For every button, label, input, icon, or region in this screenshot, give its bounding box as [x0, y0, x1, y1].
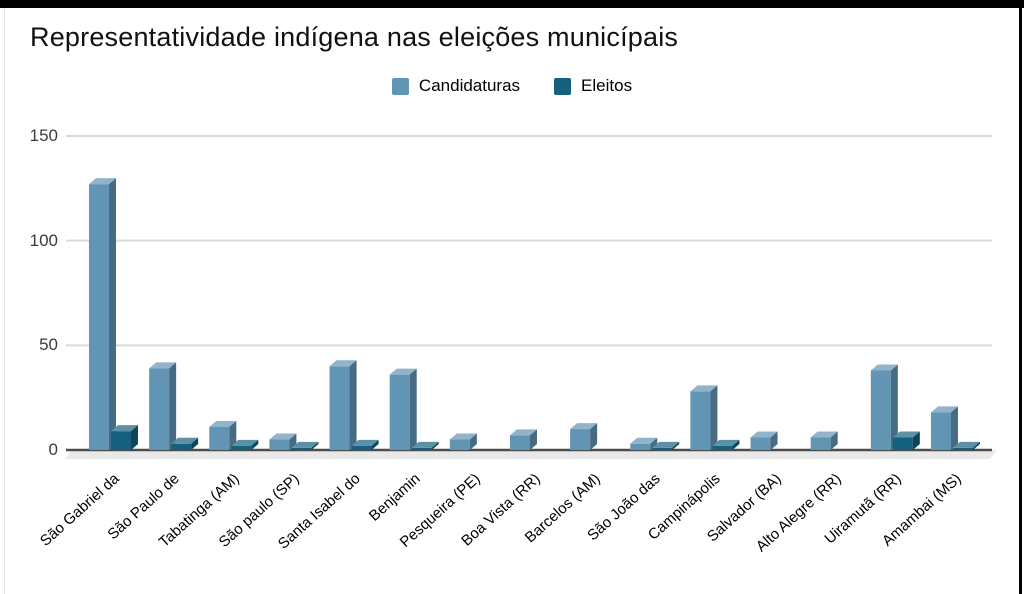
legend-swatch-eleitos [554, 77, 572, 95]
y-tick-label-50: 50 [39, 335, 58, 355]
bar-candidaturas-6 [389, 368, 417, 450]
bar-eleitos-10 [652, 441, 680, 450]
bar-eleitos-15 [952, 441, 980, 450]
bar-candidaturas-13 [810, 431, 838, 450]
bar-candidaturas-4 [269, 433, 297, 450]
bar-candidaturas-2 [149, 362, 177, 450]
bar-eleitos-4 [291, 441, 319, 450]
bar-candidaturas-9 [570, 423, 598, 450]
y-tick-label-0: 0 [48, 440, 58, 459]
bar-eleitos-14 [892, 431, 920, 450]
right-black-edge [1019, 0, 1022, 594]
bar-candidaturas-7 [449, 433, 477, 450]
bar-candidaturas-11 [690, 385, 718, 450]
bar-eleitos-3 [231, 439, 259, 450]
bar-candidaturas-14 [870, 364, 898, 450]
legend-label-eleitos: Eleitos [581, 76, 633, 95]
slide-left-edge [4, 8, 5, 594]
top-black-strip [0, 0, 1024, 8]
bar-candidaturas-12 [750, 431, 778, 450]
chart-title: Representatividade indígena nas eleições… [30, 22, 679, 52]
legend-swatch-candidaturas [391, 77, 409, 95]
bar-candidaturas-10 [630, 437, 658, 450]
bar-candidaturas-15 [930, 406, 958, 450]
chart-floor [65, 450, 997, 459]
bar-eleitos-6 [411, 441, 439, 450]
bar-eleitos-2 [171, 437, 199, 450]
y-tick-label-100: 100 [29, 230, 58, 250]
legend-item-candidaturas: Candidaturas [391, 76, 521, 96]
chart-legend: Candidaturas Eleitos [0, 76, 1024, 96]
bar-candidaturas-1 [89, 178, 116, 450]
legend-label-candidaturas: Candidaturas [418, 76, 521, 95]
bar-candidaturas-8 [509, 429, 537, 450]
bar-eleitos-5 [351, 439, 379, 450]
bar-candidaturas-5 [329, 360, 357, 450]
legend-item-eleitos: Eleitos [554, 76, 632, 96]
y-tick-label-150: 150 [29, 126, 58, 145]
bar-candidaturas-3 [209, 420, 237, 450]
bar-eleitos-11 [712, 439, 740, 450]
bar-eleitos-1 [111, 425, 138, 450]
